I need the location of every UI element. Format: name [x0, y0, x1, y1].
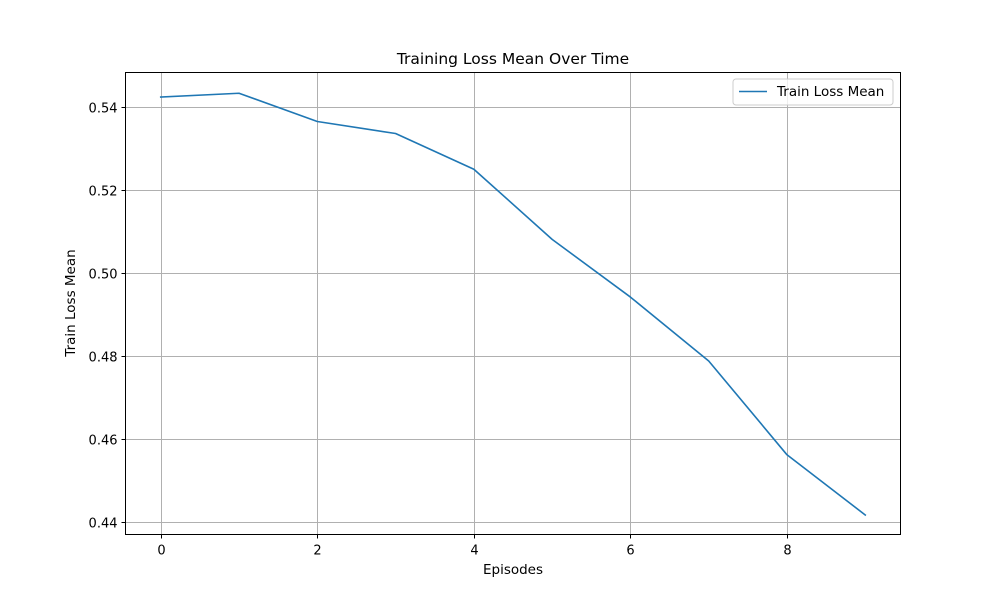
x-tick-label: 2	[313, 544, 321, 559]
legend: Train Loss Mean	[732, 78, 894, 106]
y-tick-label: 0.44	[89, 517, 118, 532]
legend-label: Train Loss Mean	[776, 84, 884, 100]
chart-title: Training Loss Mean Over Time	[396, 50, 629, 68]
x-axis-label: Episodes	[483, 562, 543, 578]
grid-lines	[125, 72, 901, 535]
y-axis-label: Train Loss Mean	[63, 249, 79, 357]
plot-frame	[125, 72, 901, 535]
series-layer	[159, 92, 867, 517]
y-tick-label: 0.52	[89, 185, 118, 200]
x-tick-label: 4	[470, 544, 478, 559]
y-tick-label: 0.46	[89, 434, 118, 449]
x-tick-label: 0	[157, 544, 165, 559]
x-tick-label: 8	[783, 544, 791, 559]
axis-ticks: 0 2 4 6 8 0.44 0.46 0.48 0.50 0.52 0.54	[89, 102, 792, 559]
legend-box	[732, 78, 894, 106]
y-tick-label: 0.48	[89, 351, 118, 366]
y-tick-label: 0.50	[89, 268, 118, 283]
series-line-train-loss-mean	[159, 92, 867, 517]
y-tick-label: 0.54	[89, 102, 118, 117]
x-tick-label: 6	[626, 544, 634, 559]
